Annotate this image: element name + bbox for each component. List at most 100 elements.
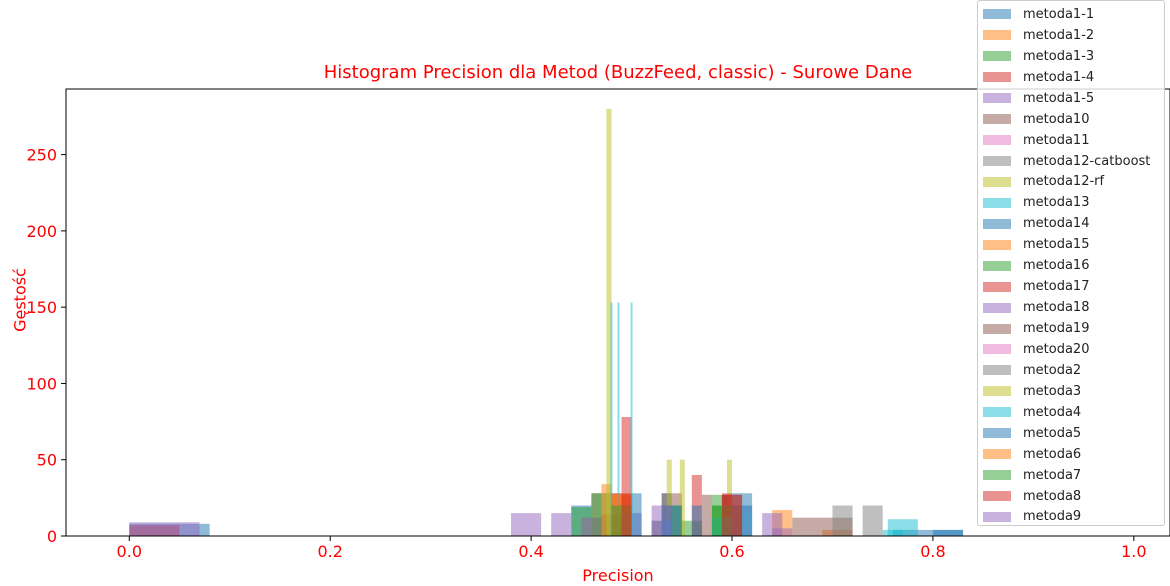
bar-metoda5-1 (932, 529, 964, 536)
bar-metoda12-rf-0 (606, 108, 612, 536)
legend-swatch (983, 239, 1011, 250)
legend-swatch (983, 470, 1011, 481)
legend-swatch (983, 386, 1011, 397)
bar-metoda1-5-0 (129, 522, 200, 536)
legend-item: metoda12-rf (978, 172, 1164, 193)
legend-item: metoda13 (978, 192, 1164, 213)
legend-label: metoda3 (1023, 383, 1082, 399)
legend-item: metoda19 (978, 318, 1164, 339)
legend-item: metoda1-4 (978, 67, 1164, 88)
legend-swatch (983, 156, 1011, 167)
legend-item: metoda16 (978, 255, 1164, 276)
legend-item: metoda18 (978, 297, 1164, 318)
legend-swatch (983, 428, 1011, 439)
legend-label: metoda13 (1023, 195, 1090, 211)
chart-title: Histogram Precision dla Metod (BuzzFeed,… (323, 62, 913, 83)
legend-swatch (983, 302, 1011, 313)
bar-metoda4-5 (882, 529, 903, 536)
legend-item: metoda9 (978, 507, 1164, 528)
legend-label: metoda11 (1023, 132, 1090, 148)
legend-swatch (983, 72, 1011, 83)
legend-item: metoda10 (978, 109, 1164, 130)
legend-item: metoda14 (978, 213, 1164, 234)
legend-item: metoda8 (978, 486, 1164, 507)
legend-item: metoda1-5 (978, 88, 1164, 109)
legend-label: metoda17 (1023, 279, 1090, 295)
legend-swatch (983, 176, 1011, 187)
legend-item: metoda20 (978, 339, 1164, 360)
legend-item: metoda12-catboost (978, 151, 1164, 172)
legend-swatch (983, 260, 1011, 271)
y-tick-label: 100 (26, 374, 57, 393)
legend-label: metoda12-rf (1023, 174, 1105, 190)
legend-label: metoda20 (1023, 341, 1090, 357)
legend-item: metoda1-2 (978, 25, 1164, 46)
bar-metoda10-2 (792, 517, 833, 536)
legend-item: metoda11 (978, 130, 1164, 151)
legend-label: metoda14 (1023, 216, 1090, 232)
bar-metoda1-5-6 (772, 528, 793, 536)
bar-metoda12-rf-1 (666, 459, 672, 536)
legend-label: metoda1-3 (1023, 48, 1095, 64)
chart-legend: metoda1-1 metoda1-2 metoda1-3 metoda1-4 meto… (977, 0, 1165, 526)
x-tick-label: 0.2 (317, 542, 342, 561)
x-tick-label: 0.8 (920, 542, 945, 561)
legend-item: metoda6 (978, 444, 1164, 465)
bar-metoda1-4-2 (621, 417, 632, 536)
legend-label: metoda19 (1023, 321, 1090, 337)
legend-swatch (983, 93, 1011, 104)
x-tick-label: 0.0 (117, 542, 142, 561)
bar-metoda12-catboost-1 (862, 505, 883, 536)
bar-metoda8-1 (721, 494, 743, 536)
bar-metoda1-4-3 (691, 474, 702, 536)
bar-metoda12-catboost-0 (832, 505, 853, 536)
legend-item: metoda15 (978, 234, 1164, 255)
bar-metoda3-0 (601, 493, 612, 536)
histogram-bars (129, 108, 964, 536)
legend-swatch (983, 511, 1011, 522)
legend-swatch (983, 135, 1011, 146)
legend-label: metoda6 (1023, 446, 1082, 462)
bar-metoda14-0 (631, 493, 642, 536)
bar-metoda1-5-2 (551, 513, 572, 536)
legend-label: metoda1-5 (1023, 90, 1095, 106)
legend-swatch (983, 323, 1011, 334)
bar-metoda1-1-4 (892, 529, 964, 536)
legend-item: metoda2 (978, 360, 1164, 381)
legend-label: metoda1-2 (1023, 27, 1095, 43)
legend-label: metoda9 (1023, 509, 1082, 525)
x-tick-label: 0.6 (719, 542, 744, 561)
bar-metoda19-0 (701, 494, 712, 536)
legend-item: metoda7 (978, 465, 1164, 486)
legend-swatch (983, 281, 1011, 292)
legend-item: metoda17 (978, 276, 1164, 297)
bar-metoda4-2 (630, 302, 633, 536)
legend-swatch (983, 30, 1011, 41)
bar-metoda2-0 (581, 517, 602, 536)
legend-swatch (983, 344, 1011, 355)
x-tick-label: 1.0 (1121, 542, 1146, 561)
legend-swatch (983, 114, 1011, 125)
bar-metoda8-0 (621, 494, 632, 536)
legend-label: metoda5 (1023, 425, 1082, 441)
y-tick-label: 50 (37, 451, 57, 470)
legend-swatch (983, 407, 1011, 418)
legend-item: metoda1-1 (978, 4, 1164, 25)
bar-metoda9-0 (651, 505, 672, 536)
legend-item: metoda4 (978, 402, 1164, 423)
legend-item: metoda1-3 (978, 46, 1164, 67)
y-tick-label: 0 (47, 527, 57, 546)
y-axis-label: Gęstość (10, 268, 30, 332)
bar-metoda1-5-1 (511, 513, 542, 536)
legend-label: metoda15 (1023, 237, 1090, 253)
legend-label: metoda16 (1023, 258, 1090, 274)
legend-label: metoda12-catboost (1023, 153, 1151, 169)
legend-label: metoda1-4 (1023, 69, 1095, 85)
axes: 0.0 0.2 0.4 0.6 0.8 1.0 0 50 100 150 200 250 (26, 88, 1170, 561)
legend-swatch (983, 197, 1011, 208)
legend-label: metoda10 (1023, 111, 1090, 127)
legend-swatch (983, 218, 1011, 229)
bar-metoda4-1 (617, 302, 620, 536)
y-tick-label: 200 (26, 222, 57, 241)
